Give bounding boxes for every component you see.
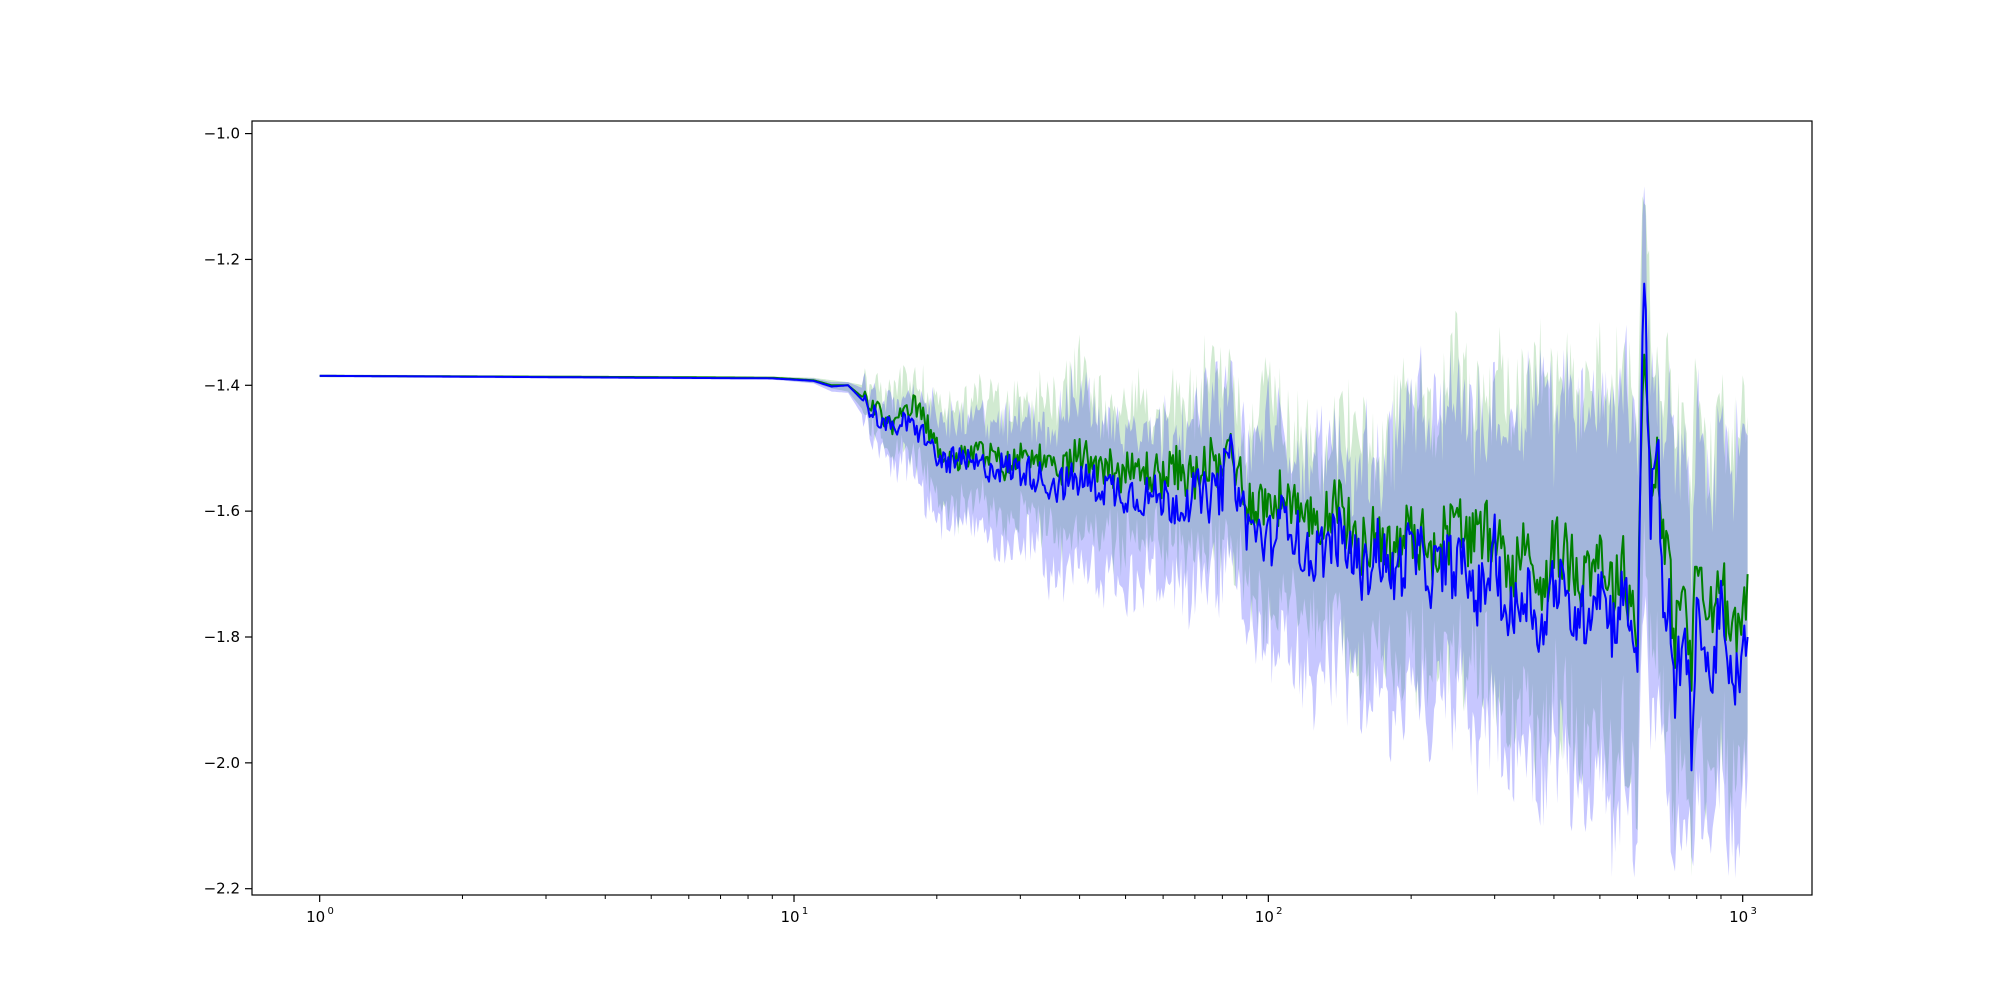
x-tick-label: 10 [1729, 908, 1748, 926]
y-tick-label: −1.0 [204, 125, 240, 143]
x-tick-exponent: 0 [327, 906, 333, 917]
y-tick-label: −2.2 [204, 880, 240, 898]
x-tick-label: 10 [306, 908, 325, 926]
x-tick-label: 10 [780, 908, 799, 926]
x-tick-label: 10 [1255, 908, 1274, 926]
series-line-2 [319, 282, 1749, 772]
y-axis: −1.0 −1.2 −1.4 −1.6 −1.8 −2.0 −2.2 [204, 125, 252, 898]
confidence-band-2 [319, 186, 1748, 879]
y-tick-label: −1.4 [204, 376, 240, 394]
y-tick-label: −1.6 [204, 502, 240, 520]
confidence-bands [319, 186, 1748, 879]
series-lines [319, 282, 1749, 772]
x-tick-exponent: 2 [1276, 906, 1282, 917]
x-tick-exponent: 3 [1750, 906, 1756, 917]
x-tick-exponent: 1 [802, 906, 808, 917]
x-axis: 10 0 10 1 10 2 10 3 [306, 895, 1757, 926]
plot-area-frame [251, 120, 1813, 896]
y-tick-label: −2.0 [204, 754, 240, 772]
y-tick-label: −1.2 [204, 250, 240, 268]
y-tick-label: −1.8 [204, 628, 240, 646]
